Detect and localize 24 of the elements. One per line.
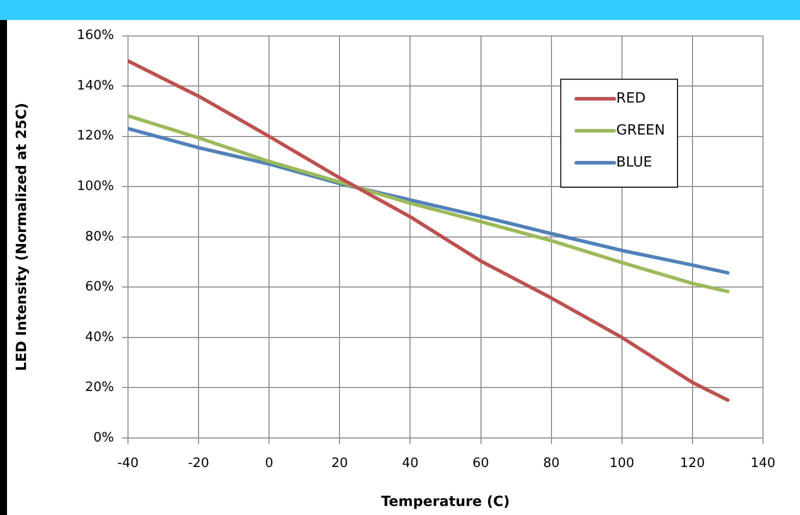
- y-tick-label: 140%: [76, 78, 114, 94]
- legend-label: GREEN: [616, 122, 666, 138]
- y-tick-label: 160%: [76, 28, 114, 44]
- y-tick-label: 100%: [76, 179, 114, 194]
- legend-label: RED: [616, 90, 646, 106]
- y-tick-label: 20%: [85, 380, 114, 396]
- x-tick-label: 120: [680, 456, 705, 472]
- legend-label: BLUE: [616, 154, 652, 170]
- y-tick-label: 60%: [85, 280, 114, 295]
- x-tick-label: 20: [331, 456, 348, 472]
- x-tick-label: -20: [188, 456, 210, 472]
- x-tick-label: 0: [264, 456, 274, 472]
- x-axis-title: Temperature (C): [381, 494, 510, 510]
- y-tick-label: 120%: [76, 128, 114, 144]
- x-tick-label: 100: [609, 456, 634, 472]
- x-tick-label: 60: [472, 456, 490, 472]
- y-tick-label: 40%: [85, 330, 114, 345]
- x-tick-label: -40: [117, 456, 139, 472]
- y-tick-label: 80%: [85, 229, 114, 244]
- x-tick-label: 140: [750, 456, 776, 472]
- x-tick-label: 40: [402, 456, 418, 472]
- y-axis-title: LED Intensity (Normalized at 25C): [14, 102, 30, 371]
- x-tick-label: 80: [543, 456, 560, 472]
- y-tick-label: 0%: [93, 430, 114, 446]
